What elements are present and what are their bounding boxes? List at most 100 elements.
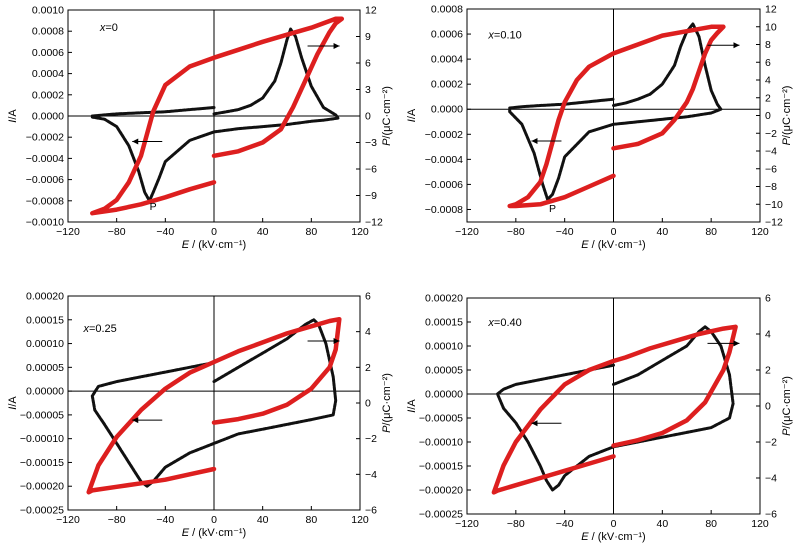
composition-label: x=0 [99,22,118,34]
y-tick-label-right: 0 [365,398,371,410]
y-tick-label-right: 6 [365,58,371,70]
y-tick-label-right: 4 [365,326,371,338]
x-tick-label: −80 [507,226,525,238]
x-tick-label: 120 [751,518,769,530]
arrow-right-head [333,43,340,50]
y-tick-label-right: −10 [765,199,783,211]
x-tick-label: 80 [705,226,717,238]
y-axis-label-left: I/A [406,399,418,413]
composition-label: x=0.25 [82,323,116,335]
y-tick-label-left: 0.00015 [26,314,64,326]
x-axis-label: E / (kV·cm⁻¹) [581,239,645,251]
y-tick-label-right: −6 [365,505,377,517]
y-tick-label-left: −0.00025 [20,505,64,517]
y-axis-label-right: P/(μC·cm⁻²) [781,86,793,146]
x-tick-label: −80 [108,514,126,526]
panel-1: −120 −80 −40 0 40 80 1200.00100.00080.00060.00… [7,5,393,252]
y-tick-label-right: 9 [365,31,371,43]
y-tick-label-left: −0.00015 [419,461,463,473]
y-tick-label-left: 0.0006 [431,29,463,41]
x-tick-label: −40 [156,226,174,238]
y-tick-label-right: 0 [765,401,771,413]
y-tick-label-right: −8 [765,181,777,193]
y-tick-label-left: 0.0004 [32,68,64,80]
y-tick-label-right: 12 [365,5,377,17]
y-tick-label-left: −0.00005 [419,413,463,425]
y-tick-label-right: 2 [765,92,771,104]
x-tick-label: −80 [108,226,126,238]
y-tick-label-right: −6 [765,509,777,521]
x-tick-label: 0 [611,518,617,530]
x-tick-label: 40 [656,226,668,238]
x-tick-label: 120 [351,514,369,526]
x-tick-label: 120 [351,226,369,238]
current-loop-line [90,27,340,203]
y-tick-label-left: −0.0002 [425,129,463,141]
arrow-left-head [132,417,139,424]
y-tick-label-left: 0.0006 [32,47,64,59]
y-tick-label-right: −6 [365,164,377,176]
y-tick-label-right: 8 [765,39,771,51]
x-tick-label: 40 [656,518,668,530]
y-axis-label-left: I/A [7,109,19,123]
x-tick-label: −40 [556,518,574,530]
x-tick-label: 80 [705,518,717,530]
y-tick-label-right: 6 [765,57,771,69]
y-tick-label-left: −0.0004 [26,153,64,165]
y-tick-label-right: −2 [365,433,377,445]
y-tick-label-left: 0.0008 [431,4,463,16]
y-tick-label-right: −3 [365,137,377,149]
y-tick-label-right: −12 [365,217,383,229]
x-tick-label: 120 [751,226,769,238]
arrow-left-head [132,138,139,145]
y-tick-label-left: 0.00010 [26,338,64,350]
x-tick-label: −120 [56,226,80,238]
y-tick-label-right: 6 [765,293,771,305]
x-tick-label: 40 [257,226,269,238]
y-tick-label-left: 0.00015 [425,317,463,329]
y-axis-label-right: P/(μC·cm⁻²) [781,376,793,436]
polarization-loop-line [90,16,345,216]
arrow-right-head [733,340,740,347]
x-tick-label: −120 [455,226,479,238]
x-tick-label: 0 [211,226,217,238]
y-tick-label-right: 0 [765,110,771,122]
arrow-right-head [733,42,740,49]
y-axis-label-left: I/A [7,396,19,410]
panel-4: −120 −80 −40 0 40 80 1200.000200.000150.000100… [406,293,793,544]
x-tick-label: −120 [56,514,80,526]
y-tick-label-left: 0.0000 [32,111,64,123]
y-tick-label-left: −0.0004 [425,154,463,166]
y-tick-label-left: −0.0006 [425,179,463,191]
y-tick-label-left: 0.00000 [425,389,463,401]
y-tick-label-right: −4 [765,146,777,158]
x-tick-label: 40 [257,514,269,526]
y-tick-label-left: −0.00005 [20,409,64,421]
composition-label: x=0.40 [487,317,521,329]
current-loop-line [496,325,735,492]
y-tick-label-right: −4 [765,473,777,485]
y-tick-label-right: 4 [765,75,771,87]
y-axis-label-right: P/(μC·cm⁻²) [381,373,393,433]
peak-annotation: P [150,201,157,213]
arrow-right-head [333,337,340,344]
y-axis-label-left: I/A [406,108,418,122]
y-tick-label-left: −0.0010 [26,217,64,229]
y-tick-label-left: −0.0008 [425,204,463,216]
x-tick-label: 80 [305,226,317,238]
y-tick-label-left: 0.00020 [425,293,463,305]
y-tick-label-right: 12 [765,4,777,16]
y-tick-label-left: 0.00005 [26,362,64,374]
x-axis-label: E / (kV·cm⁻¹) [182,239,246,251]
y-tick-label-left: 0.00005 [425,365,463,377]
y-tick-label-right: −9 [365,190,377,202]
x-tick-label: −40 [556,226,574,238]
x-tick-label: 80 [305,514,317,526]
panel-3: −120 −80 −40 0 40 80 1200.000200.000150.000100… [7,291,393,540]
y-tick-label-left: 0.00010 [425,341,463,353]
current-loop-line [90,318,338,488]
y-tick-label-left: 0.0002 [431,79,463,91]
y-tick-label-right: 6 [365,291,371,303]
y-tick-label-right: 2 [365,362,371,374]
y-tick-label-right: 3 [365,84,371,96]
